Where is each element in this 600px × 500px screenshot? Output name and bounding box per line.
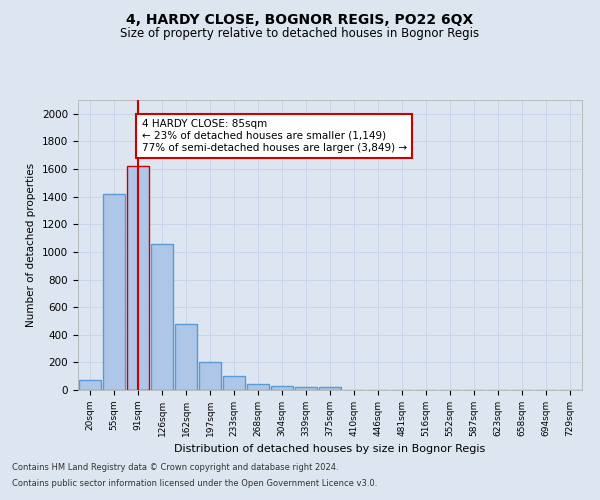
Text: Size of property relative to detached houses in Bognor Regis: Size of property relative to detached ho… xyxy=(121,28,479,40)
Y-axis label: Number of detached properties: Number of detached properties xyxy=(26,163,37,327)
Bar xyxy=(295,387,317,390)
Bar xyxy=(271,386,293,390)
Bar xyxy=(151,244,173,390)
Bar xyxy=(175,324,197,390)
Bar xyxy=(199,362,221,390)
Bar xyxy=(79,380,101,390)
Bar xyxy=(247,384,269,390)
Bar xyxy=(223,376,245,390)
Text: 4, HARDY CLOSE, BOGNOR REGIS, PO22 6QX: 4, HARDY CLOSE, BOGNOR REGIS, PO22 6QX xyxy=(127,12,473,26)
Text: Contains HM Land Registry data © Crown copyright and database right 2024.: Contains HM Land Registry data © Crown c… xyxy=(12,464,338,472)
Bar xyxy=(127,166,149,390)
Bar xyxy=(319,387,341,390)
Bar xyxy=(103,194,125,390)
X-axis label: Distribution of detached houses by size in Bognor Regis: Distribution of detached houses by size … xyxy=(175,444,485,454)
Text: 4 HARDY CLOSE: 85sqm
← 23% of detached houses are smaller (1,149)
77% of semi-de: 4 HARDY CLOSE: 85sqm ← 23% of detached h… xyxy=(142,120,407,152)
Text: Contains public sector information licensed under the Open Government Licence v3: Contains public sector information licen… xyxy=(12,478,377,488)
